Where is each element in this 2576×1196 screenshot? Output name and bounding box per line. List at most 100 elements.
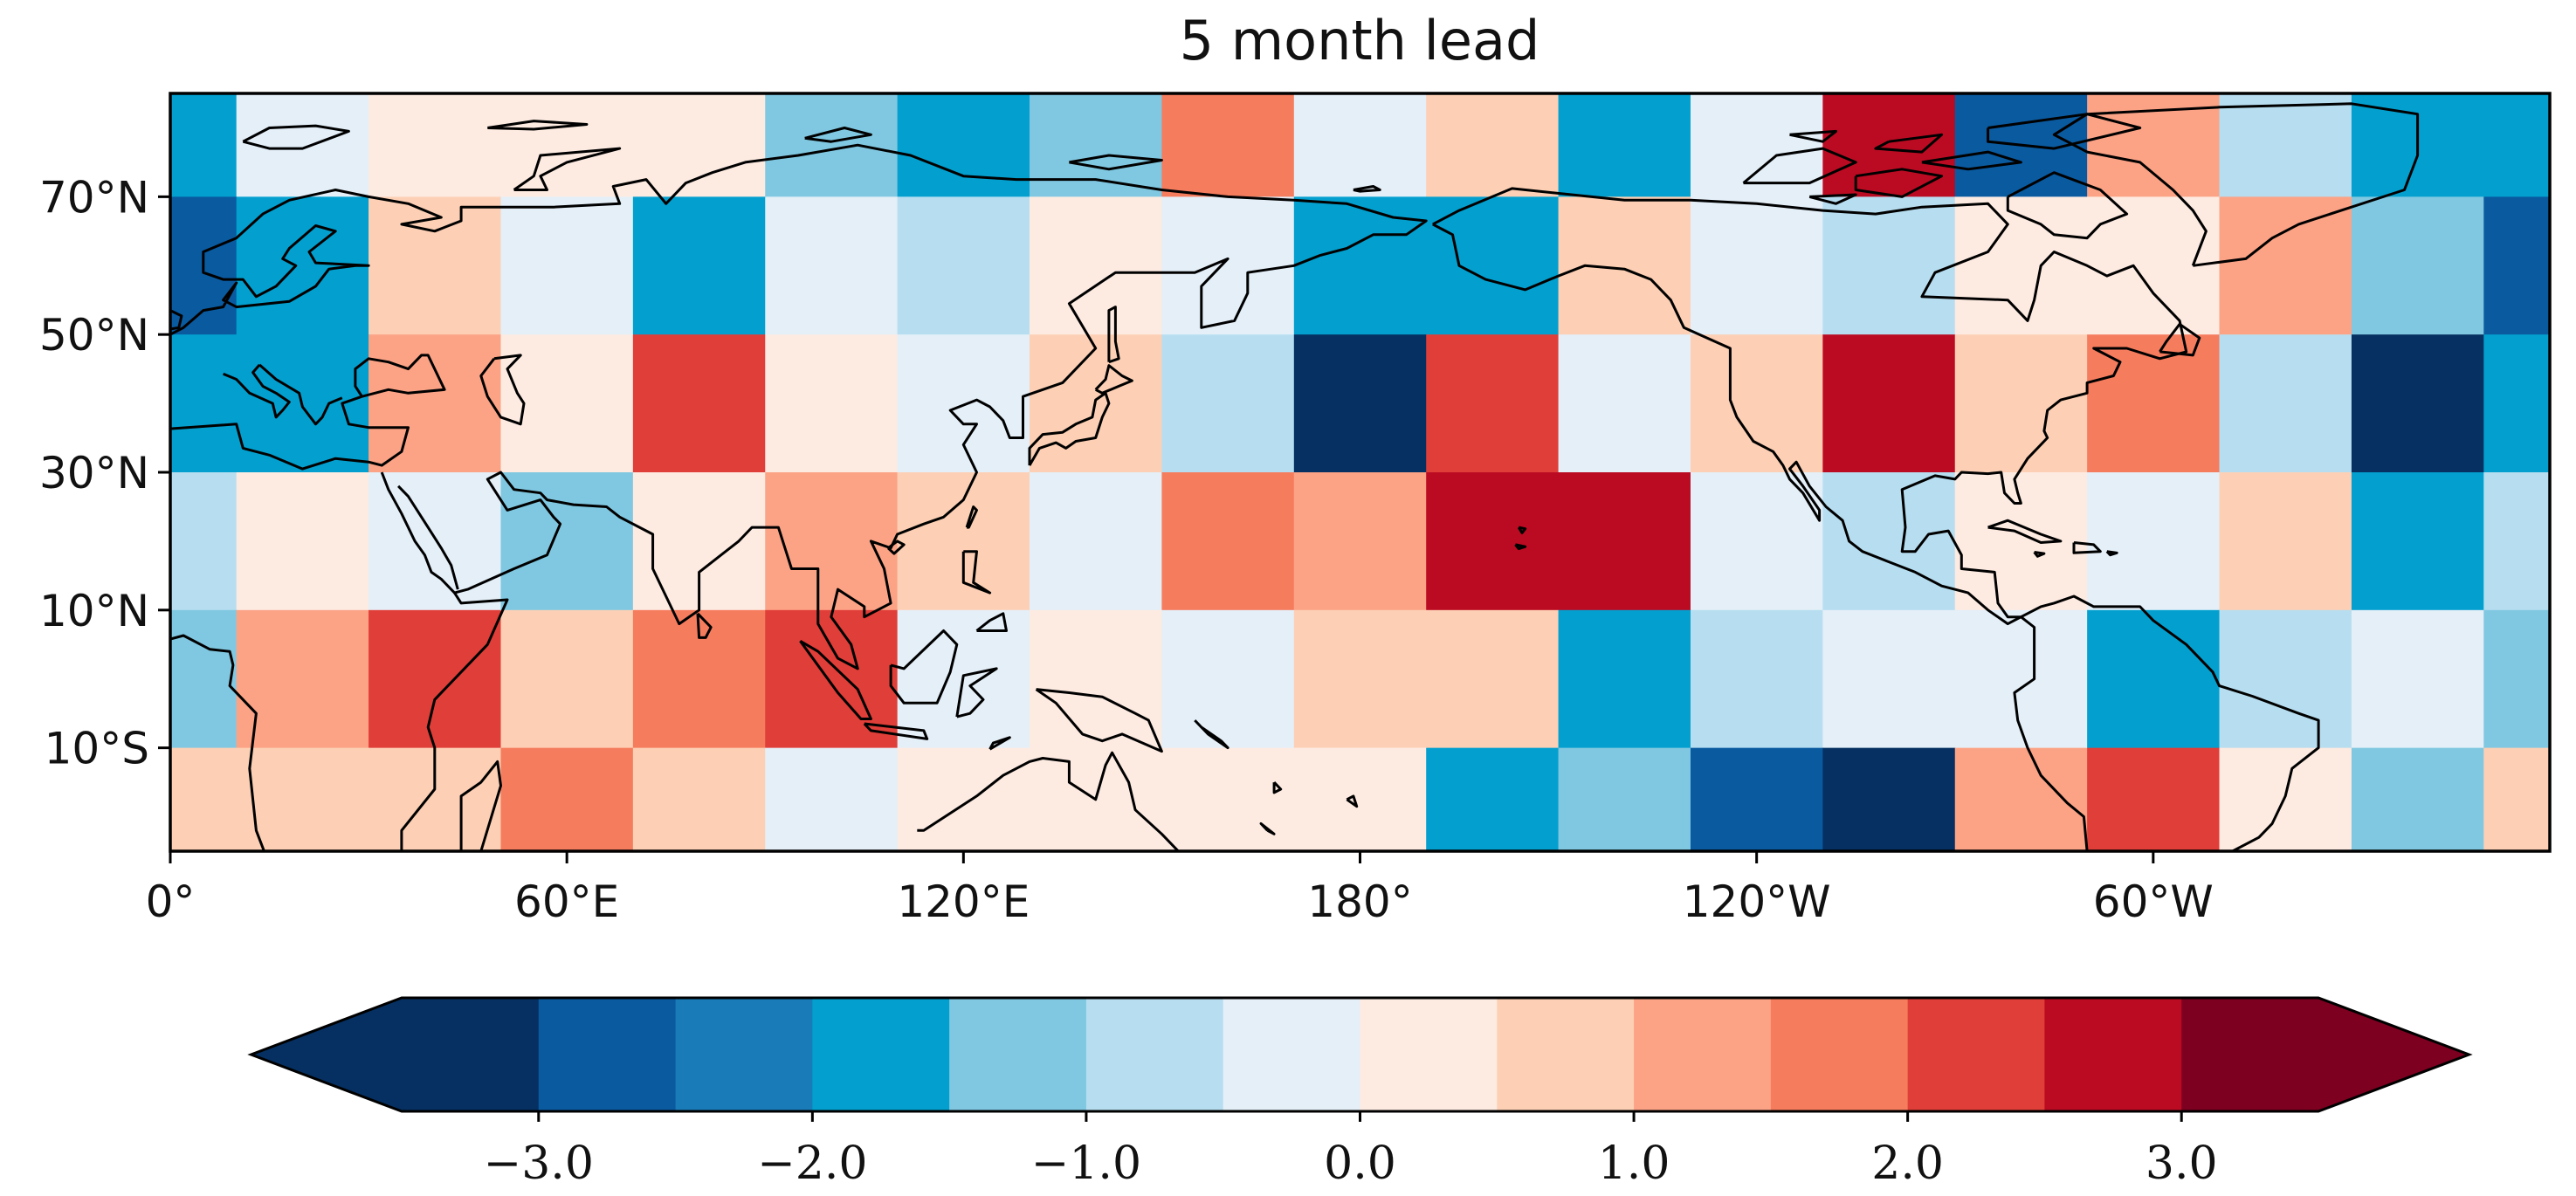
coastline [1808,193,1857,205]
coastline [965,505,978,529]
grid-cell [170,472,238,611]
coastline [1987,519,2063,544]
grid-cell [1558,196,1691,335]
grid-cell [1030,472,1163,611]
colorbar-segment [1770,998,1909,1111]
grid-cell [765,472,899,611]
grid-cell [632,196,766,335]
coastline [1874,133,1944,154]
coastline [397,485,459,590]
grid-cell [1426,334,1560,473]
colorbar-segment [2181,998,2469,1111]
colorbar-tick-label: 1.0 [1598,1138,1670,1190]
grid-cell [765,334,899,473]
grid-cell [1293,93,1427,197]
coastline [1194,719,1229,750]
coastline [955,667,998,718]
coastline [479,354,526,426]
grid-cell [632,747,766,851]
grid-cell [1426,93,1560,197]
grid-cell [765,196,899,335]
coastline [170,354,446,471]
grid-cell [1030,609,1163,749]
grid-cell [1558,747,1691,851]
coastline [1514,543,1527,551]
grid-cell [2087,609,2221,749]
coastline [1353,185,1381,193]
grid-cell [765,609,899,749]
colorbar-segment [2044,998,2182,1111]
grid-cell [1954,747,2088,851]
grid-cell [765,93,899,197]
coastline [2105,550,2118,557]
coastline [799,640,872,720]
grid-cell [500,609,634,749]
grid-cell [1161,747,1295,851]
coastline [242,124,350,150]
grid-cell [2483,334,2550,473]
colorbar-tick-label: −3.0 [484,1138,594,1190]
coastline [513,147,622,191]
grid-cell [368,334,502,473]
coastline [487,120,589,131]
colorbar-tick-label: −2.0 [757,1138,867,1190]
grid-cell [2351,609,2484,749]
grid-cell [2483,747,2550,851]
grid-cell [632,93,766,197]
grid-cell [2219,472,2352,611]
coastline [25,221,79,238]
grid-cell [236,609,369,749]
lon-tick-label: 60°W [2093,876,2214,927]
colorbar: −3.0 −2.0 −1.0 0.0 1.0 2.0 3.0 [247,996,2473,1190]
grid-cell [1690,334,1823,473]
grid-cell [500,472,634,611]
coastline [1789,129,1837,143]
colorbar-segment [251,998,540,1111]
grid-cell [2087,93,2221,197]
coastline [917,751,1181,851]
grid-cell [1822,196,1956,335]
coastline [1069,154,1163,171]
grid-cell [2351,747,2484,851]
coastline [1107,306,1120,364]
grid-cell [2219,196,2352,335]
grid-cell [1161,609,1295,749]
coastline [1272,781,1283,794]
coastline [1921,150,2022,171]
coastline [886,540,906,555]
colorbar-segment [812,998,950,1111]
grid-cell [2351,196,2484,335]
colorbar-tick-label: 2.0 [1871,1138,1944,1190]
coastline [258,363,343,426]
lat-tick-label: 50°N [39,310,149,361]
grid-cell [1954,196,2088,335]
grid-cell [765,747,899,851]
grid-cell [236,747,369,851]
coastline [170,143,1428,851]
grid-cell [1161,196,1295,335]
grid-cell [1690,93,1823,197]
grid-cell [1822,93,1956,197]
grid-cell [1426,196,1560,335]
grid-cell [2351,472,2484,611]
coastline [975,612,1008,632]
grid-cell [1822,472,1956,611]
grid-cell [2483,93,2550,197]
coastline [1432,223,2089,851]
grid-cell [2483,472,2550,611]
lon-tick-label: 120°W [1683,876,1831,927]
grid-cell [1822,747,1956,851]
lon-tick-label: 0° [146,876,196,927]
map-axes: 0° 60°E 120°E 180° 120°W 60°W 70°N 50°N 30°N 10°N… [39,172,2214,927]
colorbar-outline [247,996,2473,1113]
lon-tick-label: 120°E [897,876,1030,927]
coastline [170,634,266,851]
grid-cell [632,334,766,473]
grid-cell [897,196,1030,335]
grid-cell [368,472,502,611]
grid-cell [2219,334,2352,473]
grid-cell [170,747,238,851]
grid-cell [2087,472,2221,611]
grid-cell [1161,472,1295,611]
lat-tick-label: 30°N [39,448,149,498]
